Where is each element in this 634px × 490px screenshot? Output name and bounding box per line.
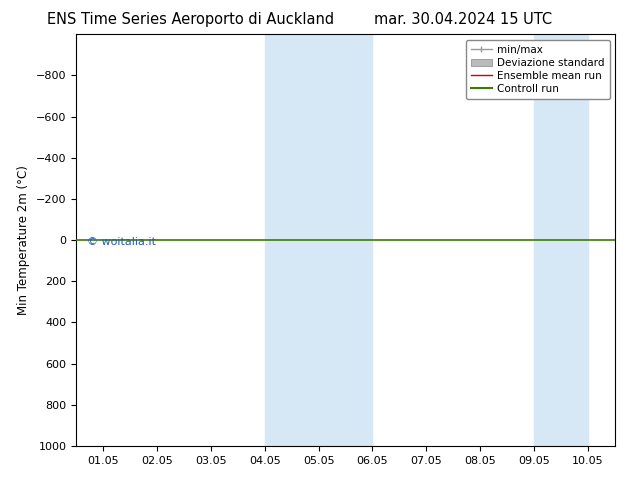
- Bar: [265, 34, 319, 446]
- Text: ENS Time Series Aeroporto di Auckland: ENS Time Series Aeroporto di Auckland: [47, 12, 333, 27]
- Bar: [534, 34, 588, 446]
- Legend: min/max, Deviazione standard, Ensemble mean run, Controll run: min/max, Deviazione standard, Ensemble m…: [466, 40, 610, 99]
- Text: mar. 30.04.2024 15 UTC: mar. 30.04.2024 15 UTC: [374, 12, 552, 27]
- Bar: [319, 34, 373, 446]
- Text: © woitalia.it: © woitalia.it: [87, 237, 156, 247]
- Y-axis label: Min Temperature 2m (°C): Min Temperature 2m (°C): [17, 165, 30, 315]
